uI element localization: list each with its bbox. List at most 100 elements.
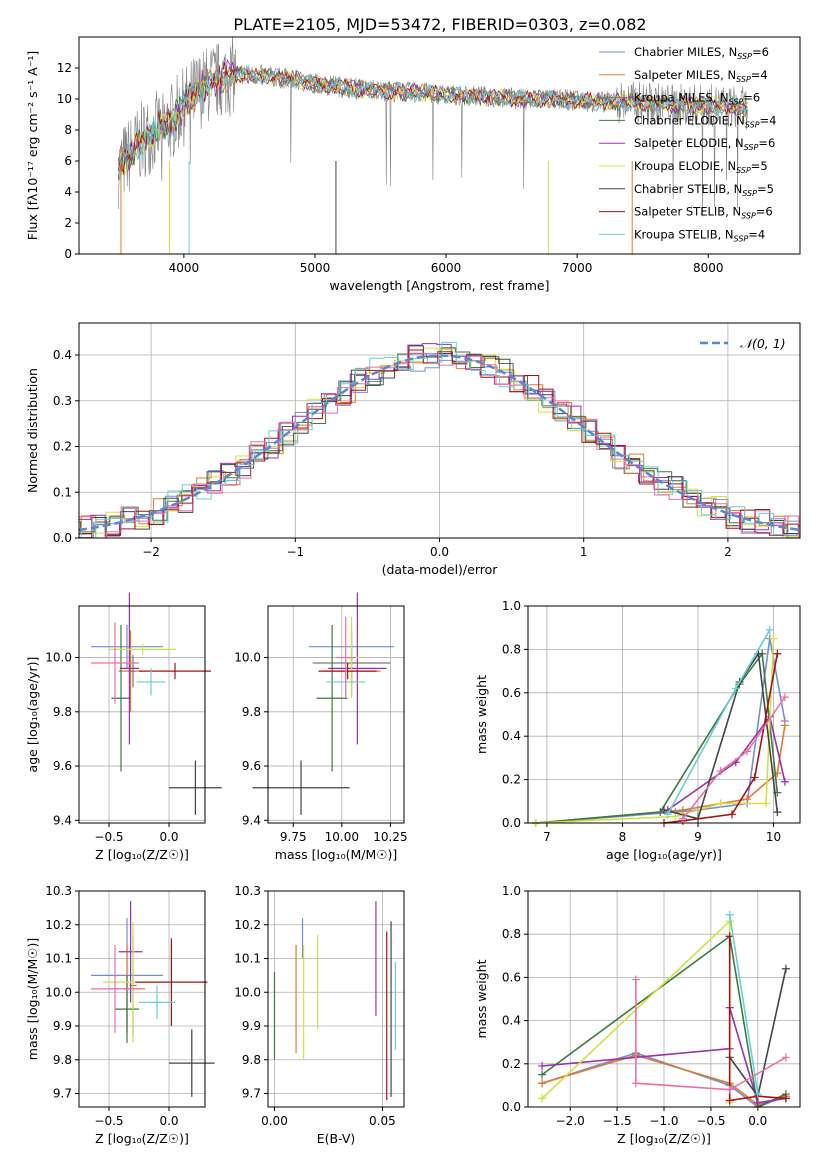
weight-marker — [716, 799, 725, 808]
weight-marker — [678, 805, 687, 814]
weight-marker — [780, 693, 789, 702]
legend-label: Kroupa STELIB, NSSP=4 — [634, 227, 765, 243]
tick-label-y: 9.6 — [53, 759, 72, 773]
tick-label-x: 0.0 — [430, 545, 449, 559]
axes-frame — [78, 605, 206, 824]
legend-label: Chabrier MILES, NSSP=6 — [634, 45, 769, 61]
weight-marker — [773, 649, 782, 658]
tick-label-x: −2 — [142, 545, 160, 559]
tick-label-x: −1 — [286, 545, 304, 559]
panel-spectrum: 4000 5000 6000 7000 8000 0 2 4 6 8 10 12 wavelength … — [25, 36, 801, 293]
tick-label-y: 9.8 — [242, 1053, 261, 1067]
panel-mass_vs_Z: −0.5 0.0 9.7 9.8 9.9 10.0 10.1 10.2 10.3 Z [log₁₀… — [25, 884, 215, 1146]
weight-marker — [765, 625, 774, 634]
weight-marker — [631, 975, 640, 984]
weight-marker — [769, 634, 778, 643]
weight-series — [667, 714, 786, 811]
weight-marker — [773, 808, 782, 817]
tick-label-x: 6000 — [431, 261, 462, 275]
tick-label-y: 0.1 — [53, 485, 72, 499]
tick-label-x: 0.00 — [261, 1114, 288, 1128]
panel-weight_vs_age: 7 8 9 10 0.0 0.2 0.4 0.6 0.8 1.0 age [log₁₀(age/yr… — [474, 599, 801, 862]
panel-age_vs_mass: 9.75 10.00 10.25 9.4 9.6 9.8 10.0 mass [log₁₀(M… — [234, 592, 408, 862]
spectrum-data — [118, 37, 748, 217]
weight-marker — [678, 814, 687, 823]
tick-label-y: 0.6 — [502, 970, 521, 984]
weight-marker — [538, 1094, 547, 1103]
panel-age_vs_Z: −0.5 0.0 9.4 9.6 9.8 10.0 Z [log₁₀(Z/Z☉)] age [… — [25, 592, 222, 862]
legend-label: Chabrier STELIB, NSSP=5 — [634, 182, 774, 198]
tick-label-x: 2 — [724, 545, 732, 559]
tick-label-y: 12 — [57, 61, 72, 75]
weight-marker — [743, 795, 752, 804]
tick-label-y: 0.4 — [53, 348, 72, 362]
tick-label-x: 1 — [580, 545, 588, 559]
tick-label-y: 9.9 — [53, 1019, 72, 1033]
y-axis-label: mass [log₁₀(M/M☉)] — [25, 938, 40, 1060]
tick-label-y: 10.0 — [45, 651, 72, 665]
tick-label-x: −0.5 — [94, 1114, 123, 1128]
legend-label: Salpeter ELODIE, NSSP=6 — [634, 136, 775, 152]
tick-label-y: 9.8 — [53, 705, 72, 719]
figure-title: PLATE=2105, MJD=53472, FIBERID=0303, z=0… — [233, 15, 646, 34]
weight-marker — [716, 766, 725, 775]
tick-label-x: 8000 — [693, 261, 724, 275]
histogram-series — [79, 352, 800, 538]
spectrum-model — [117, 61, 748, 174]
y-axis-label: mass weight — [474, 675, 489, 754]
x-axis-label: (data-model)/error — [382, 562, 499, 577]
weight-marker — [743, 747, 752, 756]
tick-label-y: 9.9 — [242, 1019, 261, 1033]
tick-label-y: 9.4 — [242, 813, 261, 827]
tick-label-y: 10.1 — [234, 952, 261, 966]
tick-label-y: 0.0 — [502, 1100, 521, 1114]
weight-marker — [753, 1090, 762, 1099]
weight-marker — [750, 773, 759, 782]
tick-label-y: 10.1 — [45, 952, 72, 966]
axes-frame — [527, 605, 801, 824]
tick-label-y: 10 — [57, 92, 72, 106]
tick-label-x: 9 — [694, 830, 702, 844]
tick-label-y: 0.0 — [53, 531, 72, 545]
panel-mass_vs_ebv: 0.00 0.05 9.7 9.8 9.9 10.0 10.1 10.2 10.3 E(B-V) — [234, 884, 405, 1146]
y-axis-label: Normed distribution — [25, 368, 40, 493]
tick-label-y: 10.0 — [234, 985, 261, 999]
legend-label: 𝒩(0, 1) — [740, 336, 786, 351]
weight-marker — [725, 1085, 734, 1094]
weight-series — [535, 638, 775, 824]
tick-label-y: 0.4 — [502, 729, 521, 743]
weight-marker — [663, 810, 672, 819]
tick-label-y: 9.7 — [242, 1087, 261, 1101]
spectrum-model — [117, 66, 748, 177]
tick-label-x: 8 — [619, 830, 627, 844]
tick-label-y: 0.2 — [502, 1057, 521, 1071]
weight-marker — [538, 1061, 547, 1070]
panel-weight_vs_Z: −2.0 −1.5 −1.0 −0.5 0.0 0.0 0.2 0.4 0.6 0.8 1.0 Z [… — [474, 884, 801, 1146]
axes-frame — [78, 322, 801, 539]
x-axis-label: wavelength [Angstrom, rest frame] — [329, 278, 549, 293]
weight-marker — [780, 721, 789, 730]
tick-label-x: −0.5 — [696, 1114, 725, 1128]
weight-series — [728, 936, 786, 1102]
tick-label-y: 2 — [64, 216, 72, 230]
y-axis-label: age [log₁₀(age/yr)] — [25, 657, 40, 773]
tick-label-y: 9.6 — [242, 759, 261, 773]
tick-label-y: 8 — [64, 123, 72, 137]
legend-label: Chabrier ELODIE, NSSP=4 — [634, 113, 776, 129]
tick-label-y: 9.8 — [242, 705, 261, 719]
x-axis-label: Z [log₁₀(Z/Z☉)] — [95, 847, 189, 862]
tick-label-y: 0 — [64, 247, 72, 261]
tick-label-x: 10 — [766, 830, 781, 844]
x-axis-label: Z [log₁₀(Z/Z☉)] — [95, 1131, 189, 1146]
weight-marker — [538, 1079, 547, 1088]
tick-label-y: 0.0 — [502, 816, 521, 830]
weight-marker — [725, 910, 734, 919]
weight-marker — [656, 808, 665, 817]
legend-label: Kroupa ELODIE, NSSP=5 — [634, 159, 768, 175]
weight-marker — [781, 1094, 790, 1103]
weight-marker — [731, 684, 740, 693]
legend-label: Salpeter STELIB, NSSP=6 — [634, 205, 773, 221]
weight-marker — [671, 812, 680, 821]
tick-label-x: 7000 — [562, 261, 593, 275]
